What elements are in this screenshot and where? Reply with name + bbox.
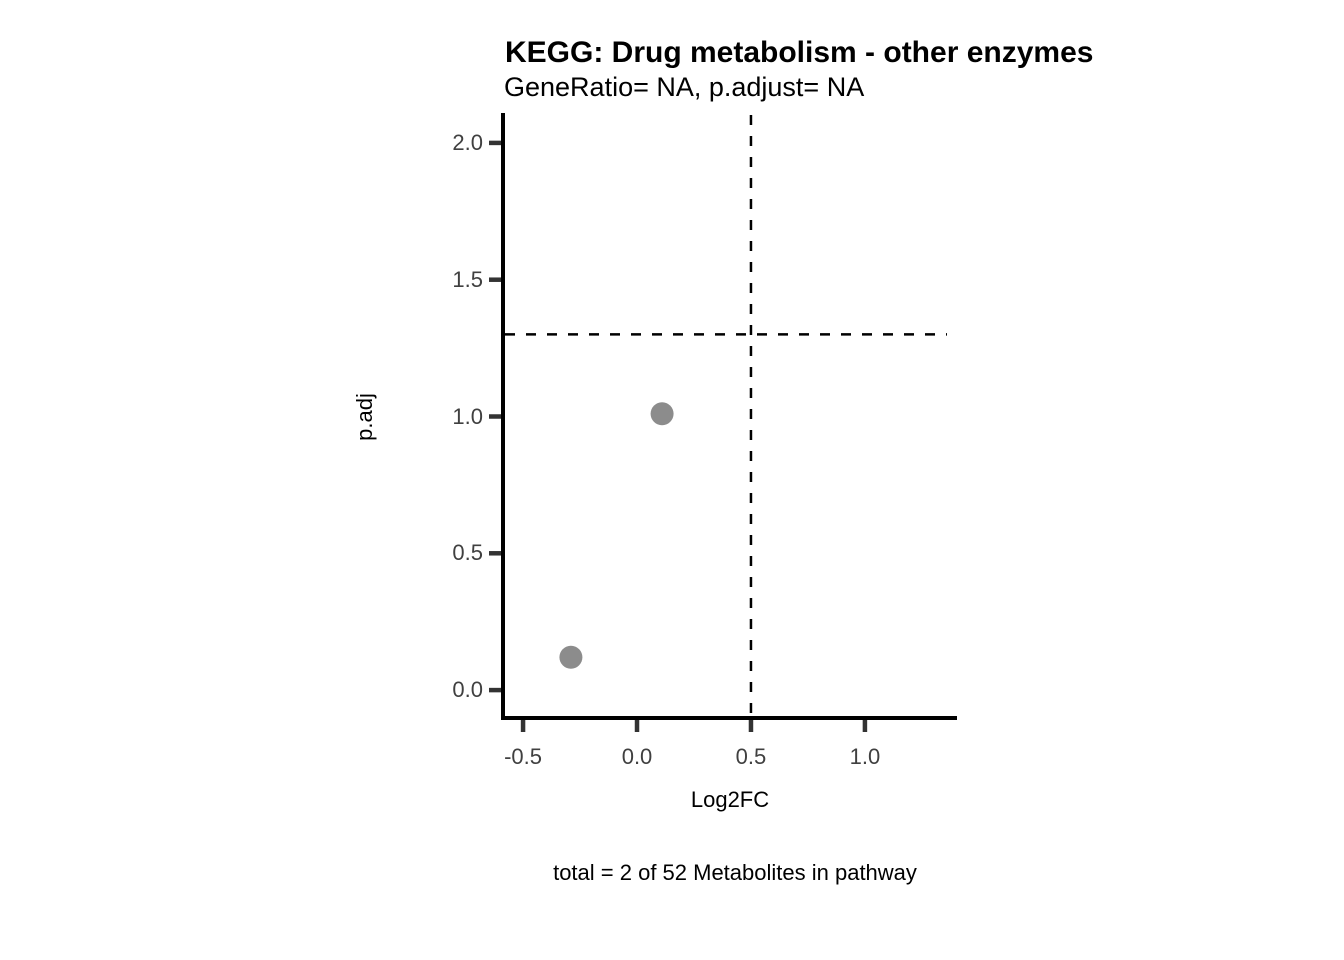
chart-subtitle: GeneRatio= NA, p.adjust= NA — [504, 72, 865, 102]
x-tick-label: 0.0 — [621, 744, 653, 769]
y-tick-label: 0.5 — [452, 540, 483, 566]
y-tick-label: 2.0 — [452, 129, 483, 155]
y-tick-label: 1.5 — [452, 266, 483, 292]
data-point — [650, 402, 674, 426]
y-tick-label: 0.0 — [452, 677, 483, 703]
x-tick-label: 0.5 — [735, 744, 767, 769]
data-point — [559, 645, 583, 669]
chart-title: KEGG: Drug metabolism - other enzymes — [505, 36, 1094, 69]
x-axis-label: Log2FC — [690, 787, 770, 812]
x-tick-label: 1.0 — [849, 744, 881, 769]
y-tick-label: 1.0 — [452, 403, 483, 429]
x-tick-label: -0.5 — [504, 744, 542, 769]
chart-caption: total = 2 of 52 Metabolites in pathway — [553, 860, 917, 885]
